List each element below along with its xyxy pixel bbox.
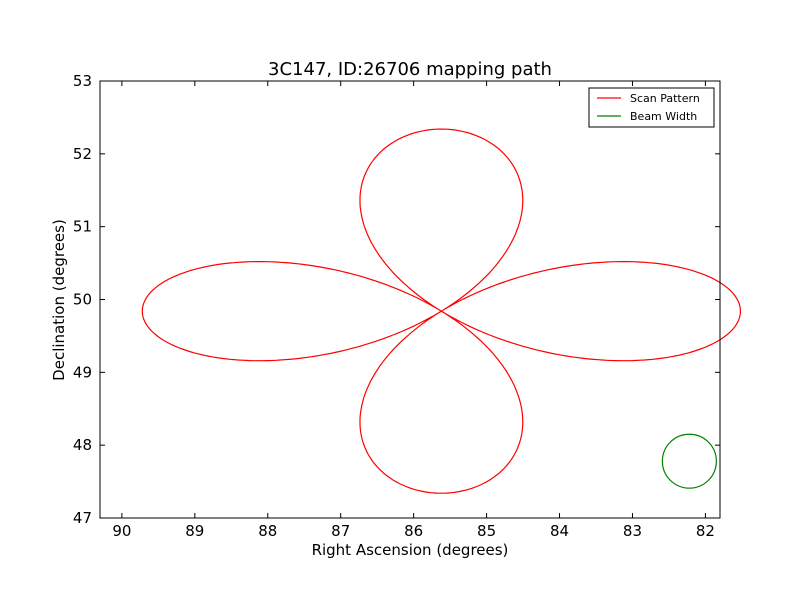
chart-title: 3C147, ID:26706 mapping path xyxy=(268,59,552,80)
x-tick-label: 85 xyxy=(477,522,496,540)
x-tick-label: 90 xyxy=(112,522,131,540)
x-tick-label: 82 xyxy=(696,522,715,540)
y-tick-label: 53 xyxy=(73,72,92,90)
y-tick-label: 50 xyxy=(73,291,92,309)
y-tick-label: 52 xyxy=(73,145,92,163)
legend-label-scan-pattern: Scan Pattern xyxy=(630,92,700,105)
x-tick-label: 83 xyxy=(623,522,642,540)
x-axis-label: Right Ascension (degrees) xyxy=(312,541,509,559)
x-tick-label: 89 xyxy=(185,522,204,540)
plot-frame xyxy=(99,80,721,519)
plot-area: 90 89 88 87 86 85 84 83 82 47 48 49 50 51 52 53 xyxy=(73,72,742,540)
y-tick-label: 48 xyxy=(73,436,92,454)
y-tick-label: 51 xyxy=(73,218,92,236)
x-tick-label: 84 xyxy=(550,522,569,540)
series-layer xyxy=(141,128,742,494)
x-tick-label: 86 xyxy=(404,522,423,540)
scan-pattern-line xyxy=(141,128,742,494)
y-tick-label: 47 xyxy=(73,509,92,527)
legend-label-beam-width: Beam Width xyxy=(630,110,697,123)
beam-width-circle xyxy=(661,433,717,489)
x-tick-label: 87 xyxy=(331,522,350,540)
x-tick-label: 88 xyxy=(258,522,277,540)
y-axis-label: Declination (degrees) xyxy=(50,219,68,381)
plot-background xyxy=(100,81,720,518)
y-tick-label: 49 xyxy=(73,363,92,381)
legend: Scan Pattern Beam Width xyxy=(588,87,715,128)
legend-box xyxy=(588,87,715,128)
ticks-layer: 90 89 88 87 86 85 84 83 82 47 48 49 50 51 52 53 xyxy=(73,72,720,540)
